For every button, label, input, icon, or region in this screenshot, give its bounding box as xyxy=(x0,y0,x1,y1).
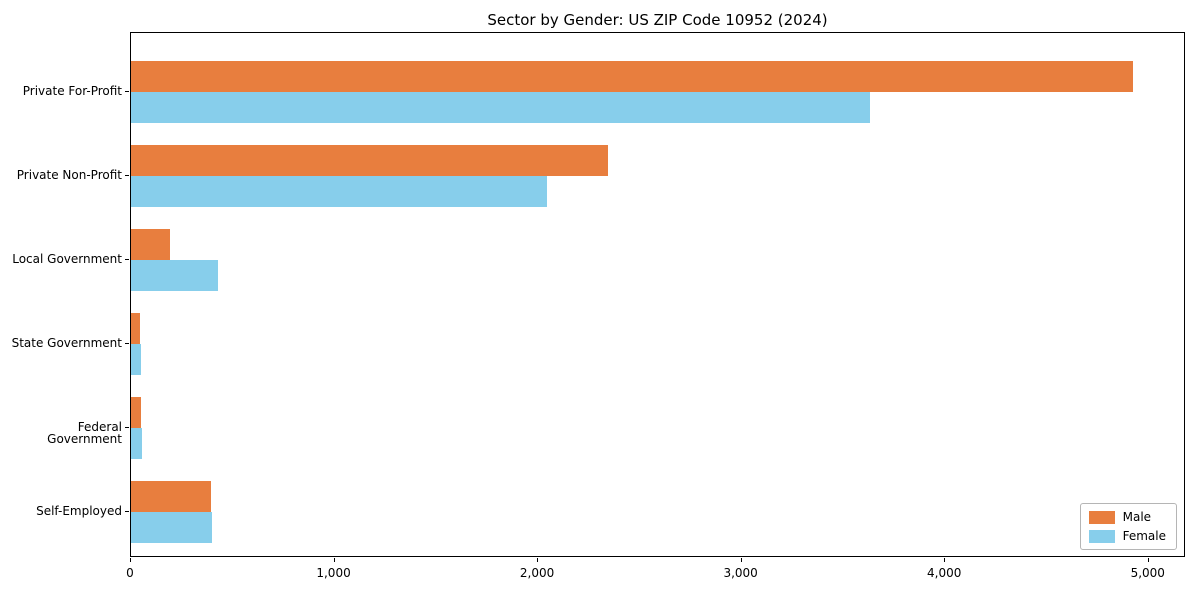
ytick-mark xyxy=(125,91,129,92)
bar-male-self-employed xyxy=(131,481,212,512)
bar-female-state-government xyxy=(131,344,142,375)
plot-area: Male Female xyxy=(130,32,1185,557)
ytick-label-private-non-profit: Private Non-Profit xyxy=(16,168,122,182)
ytick-label-self-employed: Self-Employed xyxy=(36,504,122,518)
legend-entry-female: Female xyxy=(1088,529,1166,543)
bar-group-private-non-profit xyxy=(131,134,1184,218)
xtick-label-2000: 2,000 xyxy=(519,566,555,580)
bar-group-state-government xyxy=(131,302,1184,386)
bar-male-private-non-profit xyxy=(131,145,609,176)
bar-female-self-employed xyxy=(131,512,213,543)
xtick-mark xyxy=(333,558,335,562)
female-color-swatch xyxy=(1088,529,1115,543)
legend: Male Female xyxy=(1079,503,1177,550)
xtick-mark xyxy=(1147,558,1149,562)
bar-group-federal-government xyxy=(131,386,1184,470)
xtick-label-1000: 1,000 xyxy=(316,566,351,580)
xtick-label-4000: 4,000 xyxy=(927,566,962,580)
bar-group-local-government xyxy=(131,218,1184,302)
bar-female-private-for-profit xyxy=(131,92,870,123)
ytick-mark xyxy=(125,259,129,260)
bar-male-local-government xyxy=(131,229,170,260)
ytick-label-federal-government: Federal Government xyxy=(47,420,122,446)
ytick-label-state-government: State Government xyxy=(11,336,122,350)
xtick-label-0: 0 xyxy=(126,566,134,580)
xtick-mark xyxy=(537,558,539,562)
xtick-label-3000: 3,000 xyxy=(723,566,758,580)
xtick-label-5000: 5,000 xyxy=(1130,566,1165,580)
legend-label-male: Male xyxy=(1122,510,1152,524)
ytick-mark xyxy=(125,511,129,512)
ytick-mark xyxy=(125,427,129,428)
legend-label-female: Female xyxy=(1122,529,1166,543)
legend-entry-male: Male xyxy=(1088,510,1166,524)
bar-male-federal-government xyxy=(131,397,142,428)
xtick-mark xyxy=(740,558,742,562)
bar-male-private-for-profit xyxy=(131,61,1133,92)
bar-group-self-employed xyxy=(131,470,1184,554)
bar-female-local-government xyxy=(131,260,219,291)
bar-female-federal-government xyxy=(131,428,143,459)
bar-male-state-government xyxy=(131,313,141,344)
ytick-label-local-government: Local Government xyxy=(12,252,122,266)
xtick-mark xyxy=(130,558,131,562)
ytick-label-private-for-profit: Private For-Profit xyxy=(22,84,122,98)
chart-title: Sector by Gender: US ZIP Code 10952 (202… xyxy=(487,11,828,29)
xtick-mark xyxy=(944,558,946,562)
ytick-mark xyxy=(125,343,129,344)
bar-female-private-non-profit xyxy=(131,176,548,207)
ytick-mark xyxy=(125,175,129,176)
male-color-swatch xyxy=(1088,510,1115,524)
bar-group-private-for-profit xyxy=(131,50,1184,134)
